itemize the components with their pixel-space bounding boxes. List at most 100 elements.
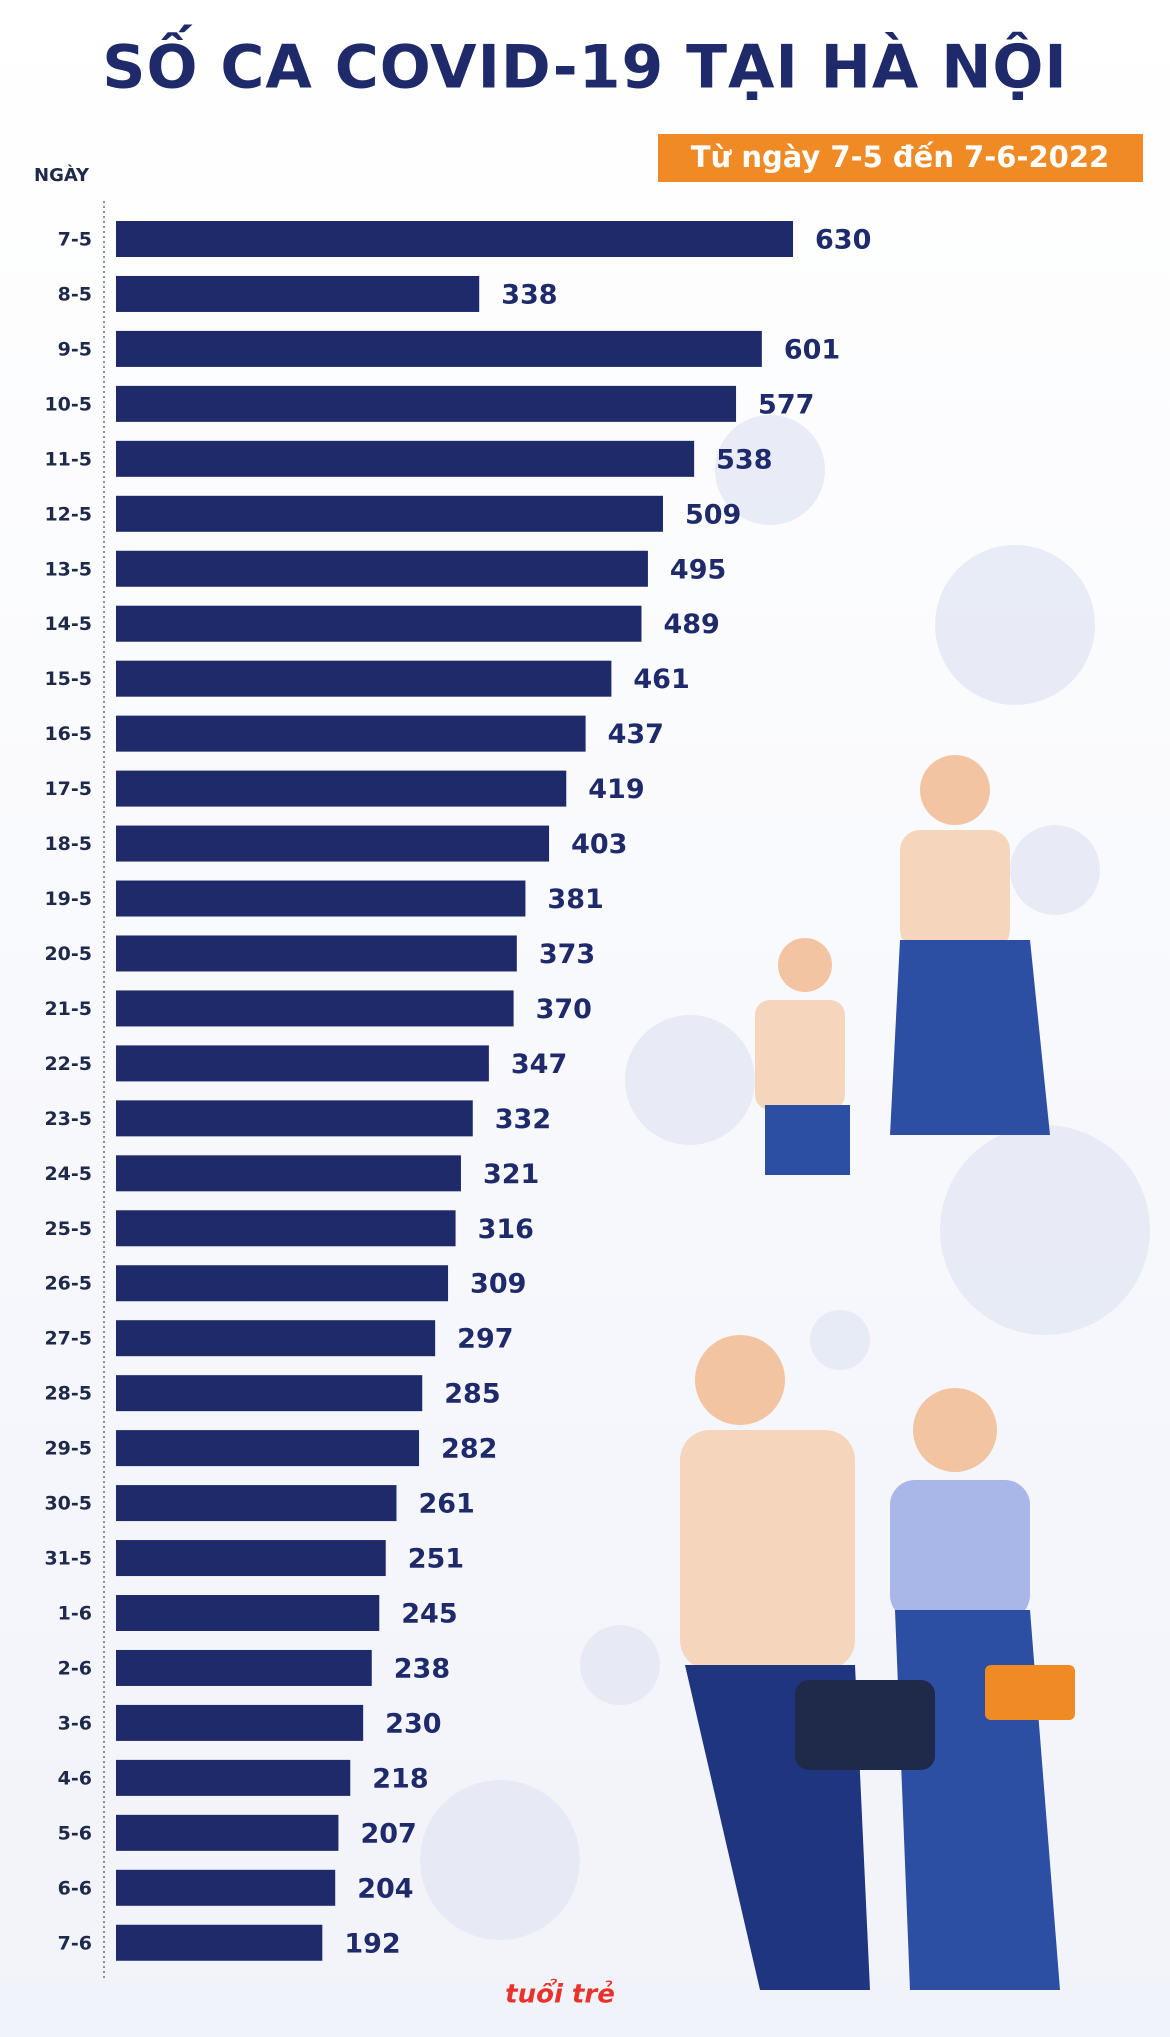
y-tick-label: 5-6 [58, 1822, 92, 1844]
value-label: 601 [784, 334, 840, 365]
y-tick-label: 15-5 [44, 668, 92, 690]
plot: 7-5 630 8-5 338 9-5 601 10-5 577 11-5 538 12-5 509 1… [44, 221, 871, 1961]
y-tick-label: 19-5 [44, 888, 92, 910]
bar [116, 440, 695, 477]
logo: tuổi trẻ [505, 1977, 615, 2010]
bar [116, 1595, 380, 1631]
value-label: 245 [401, 1599, 457, 1630]
y-tick-label: 23-5 [44, 1108, 92, 1130]
y-tick-label: 17-5 [44, 778, 92, 800]
value-label: 347 [511, 1049, 567, 1080]
bar [116, 1375, 423, 1412]
bar [116, 221, 793, 257]
value-label: 238 [394, 1653, 450, 1684]
value-label: 204 [357, 1873, 413, 1904]
value-label: 321 [483, 1159, 539, 1190]
value-label: 297 [457, 1324, 513, 1355]
bar [116, 1265, 449, 1302]
value-label: 261 [418, 1489, 474, 1520]
y-tick-label: 26-5 [44, 1273, 92, 1295]
bar [116, 1155, 461, 1192]
bar [116, 660, 612, 697]
chart-title: SỐ CA COVID-19 TẠI HÀ NỘI [102, 24, 1068, 103]
y-tick-label: 9-5 [58, 338, 92, 360]
bar [116, 1320, 436, 1357]
value-label: 509 [685, 499, 741, 530]
bar [116, 770, 567, 807]
bar [116, 605, 642, 642]
decoration [420, 415, 1150, 1940]
y-tick-label: 13-5 [44, 558, 92, 580]
value-label: 230 [385, 1708, 441, 1739]
y-tick-label: 6-6 [58, 1877, 92, 1899]
y-tick-label: 7-5 [58, 229, 92, 251]
y-tick-label: 22-5 [44, 1053, 92, 1075]
bar [116, 1045, 489, 1082]
bar [116, 385, 737, 422]
y-tick-label: 31-5 [44, 1548, 92, 1570]
y-tick-label: 30-5 [44, 1493, 92, 1515]
value-label: 373 [539, 939, 595, 970]
value-label: 192 [344, 1928, 400, 1959]
value-label: 282 [441, 1434, 497, 1465]
y-tick-label: 24-5 [44, 1163, 92, 1185]
bar [116, 495, 663, 532]
value-label: 207 [360, 1818, 416, 1849]
bar [116, 1100, 473, 1137]
y-tick-label: 29-5 [44, 1438, 92, 1460]
y-tick-label: 3-6 [58, 1712, 92, 1734]
bar [116, 825, 550, 862]
subtitle-box [658, 134, 1143, 182]
value-label: 316 [478, 1214, 534, 1245]
y-tick-label: 12-5 [44, 503, 92, 525]
value-label: 403 [571, 829, 627, 860]
y-tick-label: 28-5 [44, 1383, 92, 1405]
value-label: 577 [758, 389, 814, 420]
bar [116, 1210, 456, 1247]
subtitle: Từ ngày 7-5 đến 7-6-2022 [691, 140, 1109, 174]
value-label: 489 [663, 609, 719, 640]
bar [116, 1704, 364, 1741]
value-label: 495 [670, 554, 726, 585]
bar [116, 550, 648, 587]
bar [116, 1814, 339, 1851]
y-tick-label: 14-5 [44, 613, 92, 635]
value-label: 630 [815, 225, 871, 256]
bar [116, 1924, 323, 1961]
y-tick-label: 27-5 [44, 1328, 92, 1350]
value-label: 538 [716, 444, 772, 475]
value-label: 419 [588, 774, 644, 805]
bar [116, 330, 762, 367]
y-tick-label: 2-6 [58, 1657, 92, 1679]
bar [116, 990, 514, 1027]
bar [116, 1869, 336, 1906]
value-label: 381 [547, 884, 603, 915]
value-label: 437 [608, 719, 664, 750]
y-tick-label: 1-6 [58, 1603, 92, 1625]
value-label: 370 [536, 994, 592, 1025]
y-tick-label: 4-6 [58, 1767, 92, 1789]
bar [116, 935, 517, 972]
y-axis-label: NGÀY [34, 164, 90, 186]
bar [116, 1540, 386, 1577]
bar [116, 1430, 420, 1467]
y-tick-label: 21-5 [44, 998, 92, 1020]
bar [116, 880, 526, 917]
value-label: 285 [444, 1379, 500, 1410]
y-tick-label: 10-5 [44, 393, 92, 415]
value-label: 309 [470, 1269, 526, 1300]
value-label: 338 [501, 279, 557, 310]
y-tick-label: 20-5 [44, 943, 92, 965]
bar [116, 715, 586, 752]
y-tick-label: 7-6 [58, 1932, 92, 1954]
bar [116, 275, 480, 312]
bar [116, 1759, 351, 1796]
y-tick-label: 16-5 [44, 723, 92, 745]
value-label: 218 [372, 1763, 428, 1794]
bar [116, 1649, 372, 1686]
value-label: 461 [633, 664, 689, 695]
y-tick-label: 8-5 [58, 283, 92, 305]
value-label: 251 [408, 1544, 464, 1575]
y-tick-label: 25-5 [44, 1218, 92, 1240]
